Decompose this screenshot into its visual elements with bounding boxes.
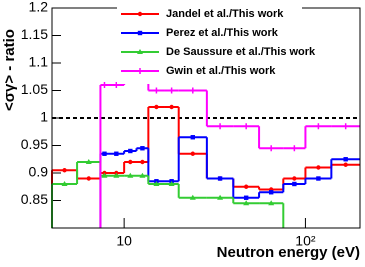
marker xyxy=(217,176,223,181)
legend-marker xyxy=(137,30,143,36)
marker xyxy=(268,200,275,206)
marker xyxy=(243,195,249,200)
x-tick-label: 10 xyxy=(116,233,132,249)
legend-label: Gwin et al./This work xyxy=(166,65,276,77)
y-tick-label: 0.85 xyxy=(21,191,48,207)
marker xyxy=(102,151,107,156)
marker xyxy=(128,159,133,165)
marker xyxy=(127,172,134,178)
x-tick-label: 10² xyxy=(295,233,316,249)
marker xyxy=(61,181,68,186)
marker xyxy=(292,181,297,187)
legend-label: De Saussure et al./This work xyxy=(166,46,316,58)
marker xyxy=(268,190,274,195)
marker xyxy=(343,157,348,162)
marker xyxy=(128,148,133,154)
marker xyxy=(154,104,159,110)
y-tick-label: 1.2 xyxy=(29,0,49,15)
legend-label: Perez et al./This work xyxy=(166,27,279,39)
marker xyxy=(101,172,108,178)
legend-label: Jandel et al./This work xyxy=(166,8,284,20)
marker xyxy=(316,165,321,170)
y-tick-label: 0.9 xyxy=(29,164,49,180)
marker xyxy=(139,172,146,178)
marker xyxy=(169,104,174,110)
marker xyxy=(189,194,196,200)
marker xyxy=(113,172,120,178)
x-axis-title: Neutron energy (eV) xyxy=(217,244,360,261)
y-tick-label: 1.05 xyxy=(21,81,48,97)
y-axis-title: <σγ> - ratio xyxy=(1,29,18,111)
marker xyxy=(316,176,321,181)
y-tick-label: 0.95 xyxy=(21,136,48,152)
marker xyxy=(85,159,92,164)
legend-marker xyxy=(137,11,143,17)
marker xyxy=(243,200,250,206)
marker xyxy=(114,151,119,156)
marker xyxy=(190,135,195,140)
legend-marker xyxy=(137,49,143,54)
y-tick-label: 1.1 xyxy=(29,54,49,70)
marker xyxy=(217,194,224,200)
marker xyxy=(62,168,67,173)
y-tick-label: 1.15 xyxy=(21,26,48,42)
marker xyxy=(243,184,249,189)
marker xyxy=(343,162,348,167)
marker xyxy=(140,159,145,165)
marker xyxy=(190,151,195,156)
marker xyxy=(140,146,145,151)
marker xyxy=(292,176,297,181)
marker xyxy=(168,181,175,186)
marker xyxy=(86,176,91,181)
marker xyxy=(153,181,160,186)
y-tick-label: 1 xyxy=(40,109,48,125)
